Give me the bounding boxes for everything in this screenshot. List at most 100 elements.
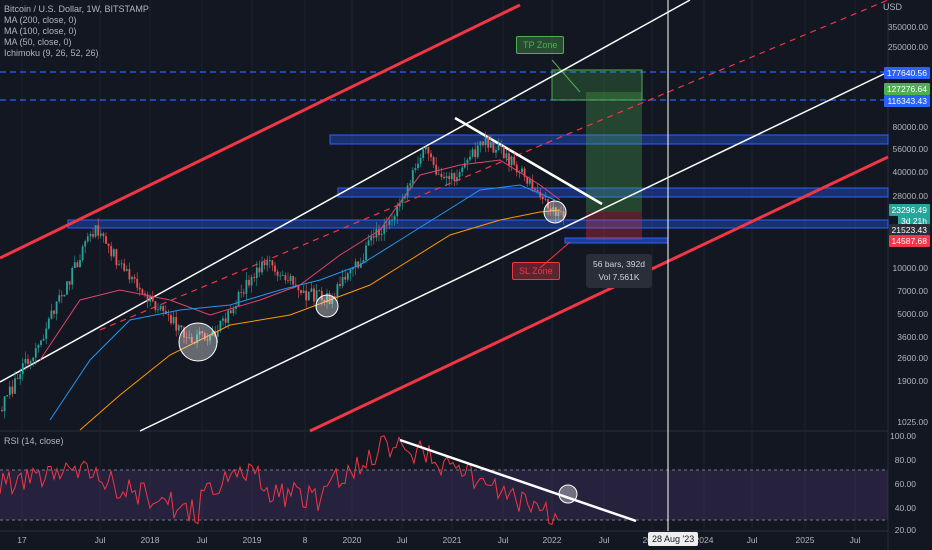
time-axis-label: 2024 (695, 535, 714, 545)
candle-body (404, 196, 406, 199)
candle-body (508, 153, 510, 166)
symbol-title[interactable]: Bitcoin / U.S. Dollar, 1W, BITSTAMP (4, 4, 149, 14)
candle-body (136, 278, 139, 288)
rsi-line (0, 435, 559, 526)
ma100-legend[interactable]: MA (100, close, 0) (4, 26, 77, 36)
candle-body (541, 196, 544, 200)
candle-body (370, 236, 373, 241)
tp-zone-projection (586, 92, 642, 212)
candle-body (66, 281, 68, 295)
sl-zone-label[interactable]: SL Zone (512, 262, 560, 280)
ma50-legend[interactable]: MA (50, close, 0) (4, 37, 72, 47)
channel-white-upper (0, 0, 691, 383)
candle-body (372, 236, 375, 238)
measure-volume: Vol 7.561K (598, 272, 640, 282)
tp-zone-pointer (551, 59, 581, 93)
candle-body (276, 271, 279, 276)
candle-body (489, 142, 492, 148)
candle-body (55, 301, 58, 314)
candle-body (268, 260, 271, 262)
candle-body (224, 318, 227, 323)
circle-2022-low (543, 200, 567, 224)
candle-body (406, 185, 409, 197)
candle-body (172, 317, 175, 324)
price-axis-label: 250000.00 (888, 42, 928, 52)
price-axis-label: 56000.00 (893, 144, 929, 154)
ichimoku-legend[interactable]: Ichimoku (9, 26, 52, 26) (4, 48, 99, 58)
candle-body (307, 291, 310, 301)
candle-body (310, 288, 313, 292)
candle-body (534, 189, 536, 191)
candle-body (466, 159, 469, 164)
candle-body (125, 269, 128, 271)
candle-body (203, 333, 206, 340)
price-axis-label: 40000.00 (893, 167, 929, 177)
candle-body (292, 275, 295, 285)
candle-body (453, 173, 456, 181)
candle-body (474, 149, 477, 158)
candle-body (86, 236, 89, 242)
time-axis-label: Jul (498, 535, 509, 545)
rsi-legend[interactable]: RSI (14, close) (4, 436, 64, 446)
candle-body (479, 141, 482, 146)
candle-body (497, 145, 500, 150)
level-price-tag: 21523.43 (888, 224, 930, 236)
candle-body (320, 290, 323, 300)
candle-body (63, 294, 66, 297)
candle-body (94, 225, 97, 237)
candle-body (495, 149, 497, 153)
candle-body (40, 340, 42, 345)
candle-body (53, 310, 55, 314)
candle-body (240, 291, 243, 293)
candle-body (84, 241, 87, 247)
circle-2020-low (315, 294, 339, 318)
candle-body (463, 163, 466, 168)
candle-body (328, 293, 331, 304)
candle-body (120, 263, 123, 265)
candle-body (89, 234, 92, 237)
candle-body (209, 335, 211, 341)
candle-body (110, 246, 113, 257)
candle-body (81, 246, 84, 261)
candle-body (14, 378, 16, 394)
price-axis-label: 28000.00 (893, 191, 929, 201)
current-price-tag: 23296.49 (888, 204, 930, 216)
candle-body (427, 146, 430, 154)
ma200-legend[interactable]: MA (200, close, 0) (4, 15, 77, 25)
candle-body (112, 249, 115, 257)
candle-body (333, 296, 336, 298)
candle-body (229, 310, 232, 314)
candle-body (107, 243, 110, 247)
downtrend-line (454, 116, 603, 206)
candle-body (385, 224, 388, 226)
tp3-price-tag: 116343.43 (884, 95, 930, 107)
candle-body (341, 277, 344, 286)
measure-info-box: 56 bars, 392d Vol 7.561K (586, 254, 652, 288)
candle-body (266, 261, 269, 266)
rsi-trendline (399, 438, 637, 523)
tp1-price-tag: 177640.56 (883, 67, 930, 79)
candle-body (245, 279, 248, 294)
candle-body (60, 295, 63, 297)
time-axis-label: Jul (197, 535, 208, 545)
sl-zone-projection (586, 212, 642, 240)
tp-zone-label[interactable]: TP Zone (516, 36, 565, 54)
candle-body (149, 295, 152, 302)
candle-body (255, 267, 258, 278)
candle-body (32, 357, 35, 362)
candle-body (461, 167, 464, 173)
candle-body (219, 320, 222, 331)
candle-body (76, 262, 79, 268)
candle-body (261, 262, 263, 273)
candle-body (92, 234, 94, 237)
price-axis-label: 1900.00 (897, 376, 928, 386)
candle-body (456, 177, 458, 181)
candle-body (159, 306, 162, 310)
candle-body (123, 263, 126, 271)
candle-body (157, 309, 159, 311)
candle-body (487, 136, 490, 148)
candle-body (115, 249, 118, 266)
candle-body (274, 265, 276, 272)
candle-body (16, 378, 19, 380)
